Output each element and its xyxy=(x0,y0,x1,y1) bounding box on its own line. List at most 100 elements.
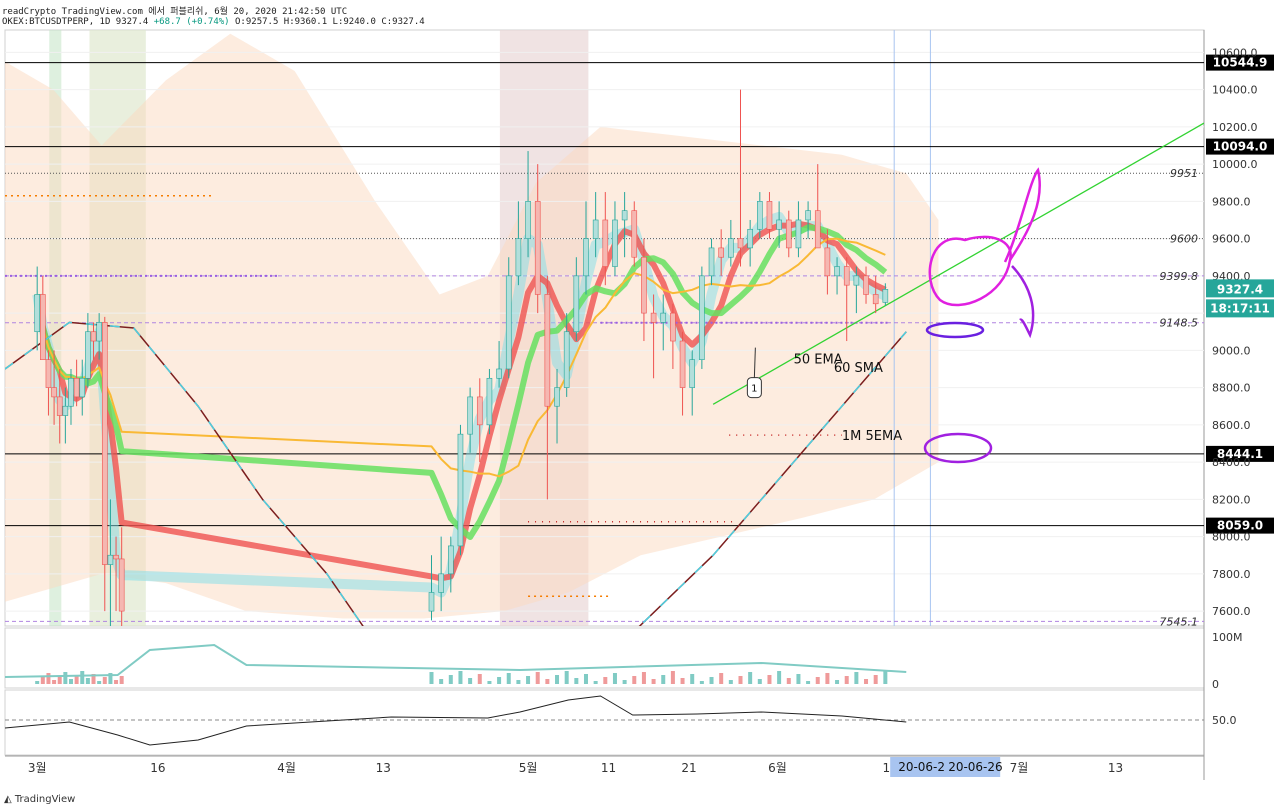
volume-bar xyxy=(603,677,608,684)
volume-bar xyxy=(854,672,859,684)
level-price-label: 10094.0 xyxy=(1213,140,1268,154)
countdown-bg xyxy=(1206,299,1274,318)
candle-body xyxy=(853,275,860,286)
price-tick-label: 8000.0 xyxy=(1212,531,1251,544)
candle-body xyxy=(544,294,551,407)
candle-body xyxy=(40,294,46,360)
candle-body xyxy=(785,219,792,249)
candle-body xyxy=(101,322,108,565)
level-price-label-bg xyxy=(1206,517,1274,534)
volume-bar xyxy=(477,674,482,684)
candle-body xyxy=(641,256,647,314)
volume-bar xyxy=(641,672,646,684)
candle-body xyxy=(51,387,57,398)
chart-annotation: 1M 5EMA xyxy=(842,429,902,444)
candle-body xyxy=(814,210,821,249)
hand-drawn-arrow xyxy=(1011,265,1035,339)
volume-bar xyxy=(777,671,782,684)
candle-body xyxy=(843,266,850,286)
candle-body xyxy=(882,289,889,303)
volume-bar xyxy=(497,677,502,684)
candle-body xyxy=(68,377,74,407)
candle-body xyxy=(96,322,102,342)
volume-bar xyxy=(651,679,656,684)
volume-bar xyxy=(815,677,820,684)
time-tick-label: 4월 xyxy=(277,761,296,775)
candle-body xyxy=(90,331,97,342)
candle-body xyxy=(486,377,493,426)
cursor-date-label: 20-06-26 xyxy=(948,760,1002,774)
volume-bar xyxy=(108,673,113,684)
publish-info: readCrypto TradingView.com 에서 퍼블리쉬, 6월 2… xyxy=(2,7,348,17)
candle-body xyxy=(612,219,618,267)
volume-bar xyxy=(796,674,801,684)
volume-bar xyxy=(429,672,434,684)
candle-body xyxy=(118,558,125,612)
candle-body xyxy=(79,377,86,398)
candle-body xyxy=(496,368,502,379)
candle-body xyxy=(660,312,667,323)
volume-bar xyxy=(468,678,473,684)
volume-bar xyxy=(526,676,531,684)
rsi-line xyxy=(5,695,907,746)
price-tick-label: 7800.0 xyxy=(1212,568,1251,581)
volume-bar xyxy=(574,678,579,684)
volume-bar xyxy=(458,671,463,684)
candle-body xyxy=(448,545,454,575)
candle-body xyxy=(757,201,763,230)
candle-body xyxy=(73,377,80,398)
volume-bar xyxy=(63,672,68,684)
last-price-label: 9327.4 xyxy=(1217,282,1263,296)
chart-annotation: 60 SMA xyxy=(834,361,883,376)
candle-body xyxy=(457,433,464,547)
red-ma xyxy=(34,220,887,582)
last-price-bg xyxy=(1206,279,1274,298)
volume-bar xyxy=(806,681,811,684)
candle-body xyxy=(602,219,609,267)
candle-body xyxy=(708,247,715,277)
hand-drawn-circle xyxy=(928,235,1012,307)
volume-bar xyxy=(728,680,733,684)
level-value-label: 7545.1 xyxy=(1160,615,1199,628)
volume-bar xyxy=(91,674,96,684)
chart-annotation: 50 EMA xyxy=(794,353,843,368)
candle-body xyxy=(863,275,869,295)
volume-bar xyxy=(52,680,57,684)
countdown-label: 18:17:11 xyxy=(1210,301,1270,315)
candle-body xyxy=(107,554,114,565)
price-tick-label: 10400.0 xyxy=(1212,84,1258,97)
level-price-label-bg xyxy=(1206,138,1274,155)
sma-60 xyxy=(36,237,886,478)
candle-body xyxy=(467,396,473,435)
volume-bar xyxy=(864,679,869,684)
candle-body xyxy=(795,219,802,249)
level-price-label: 8059.0 xyxy=(1217,519,1263,533)
chart-annotation: 1 xyxy=(751,384,757,395)
volume-bar xyxy=(786,678,791,684)
price-tick-label: 10200.0 xyxy=(1212,121,1258,134)
price-tick-label: 8800.0 xyxy=(1212,382,1251,395)
volume-bar xyxy=(35,681,40,684)
volume-bar xyxy=(738,676,743,684)
rsi-pane xyxy=(4,689,1205,756)
price-tick-label: 8600.0 xyxy=(1212,419,1251,432)
level-price-label: 10544.9 xyxy=(1213,56,1268,70)
candle-body xyxy=(872,294,879,305)
volume-bar xyxy=(767,675,772,684)
volume-bar xyxy=(690,674,695,684)
volume-bar xyxy=(535,672,540,684)
volume-bar xyxy=(119,676,124,684)
volume-bar xyxy=(748,672,753,684)
volume-bar xyxy=(661,675,666,684)
volume-bar xyxy=(670,671,675,684)
candle-body xyxy=(476,396,483,426)
candle-body xyxy=(621,210,628,221)
candle-body xyxy=(699,275,705,360)
volume-bar xyxy=(102,677,107,684)
candle-body xyxy=(525,201,531,239)
candle-body xyxy=(728,238,734,258)
volume-tick-label: 100M xyxy=(1212,631,1243,644)
level-value-label: 9399.8 xyxy=(1160,270,1199,283)
candle-body xyxy=(631,210,638,258)
